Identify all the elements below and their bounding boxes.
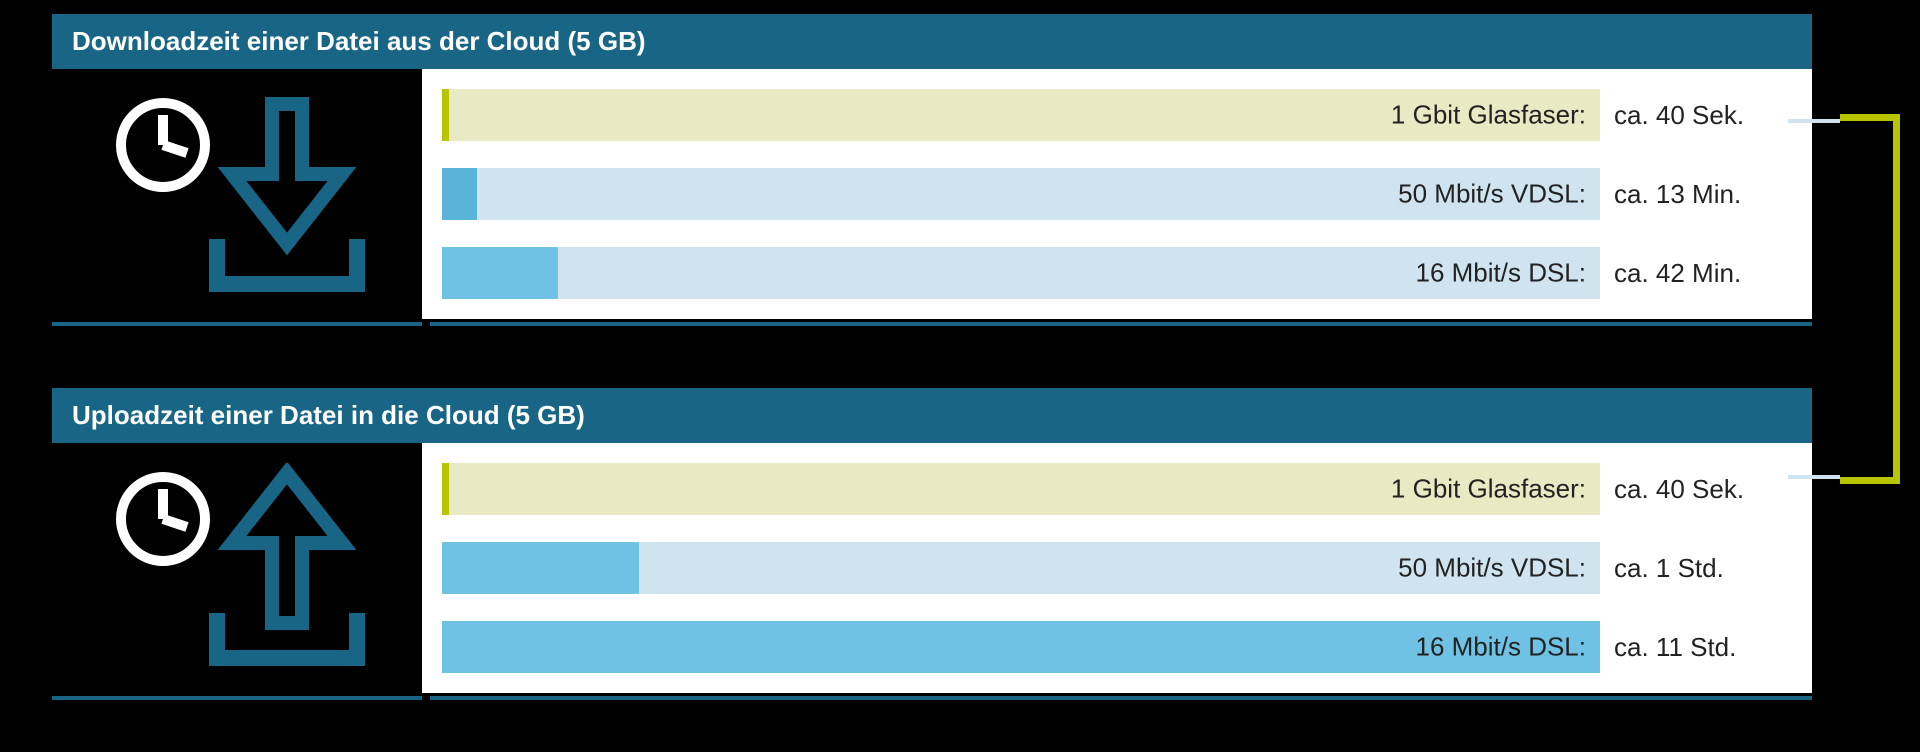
bar-row: 16 Mbit/s DSL: ca. 11 Std. — [442, 621, 1784, 673]
bar-track: 50 Mbit/s VDSL: — [442, 542, 1600, 594]
download-icon — [107, 89, 367, 299]
bar-value: ca. 13 Min. — [1614, 179, 1784, 210]
bar-fill — [442, 247, 558, 299]
bar-track: 16 Mbit/s DSL: — [442, 247, 1600, 299]
upload-icon-col — [52, 443, 422, 693]
bar-value: ca. 42 Min. — [1614, 258, 1784, 289]
download-icon-col — [52, 69, 422, 319]
divider-rule — [52, 322, 1812, 326]
bar-track: 50 Mbit/s VDSL: — [442, 168, 1600, 220]
bar-row: 1 Gbit Glasfaser: ca. 40 Sek. — [442, 89, 1784, 141]
bar-fill — [442, 89, 449, 141]
bar-fill — [442, 463, 449, 515]
bar-track: 1 Gbit Glasfaser: — [442, 463, 1600, 515]
download-title: Downloadzeit einer Datei aus der Cloud (… — [52, 14, 1812, 69]
bar-value: ca. 40 Sek. — [1614, 100, 1784, 131]
rule-seg — [52, 322, 422, 326]
glasfaser-bracket — [1840, 114, 1900, 484]
bar-label: 16 Mbit/s DSL: — [1415, 632, 1586, 663]
upload-icon — [107, 463, 367, 673]
rule-seg — [430, 696, 1812, 700]
bracket-lead-top — [1788, 119, 1840, 123]
upload-panel: Uploadzeit einer Datei in die Cloud (5 G… — [52, 388, 1812, 693]
bracket-lead-bottom — [1788, 475, 1840, 479]
bar-value: ca. 40 Sek. — [1614, 474, 1784, 505]
rule-seg — [52, 696, 422, 700]
upload-content: 1 Gbit Glasfaser: ca. 40 Sek. 50 Mbit/s … — [52, 443, 1812, 693]
download-content: 1 Gbit Glasfaser: ca. 40 Sek. 50 Mbit/s … — [52, 69, 1812, 319]
bar-row: 50 Mbit/s VDSL: ca. 13 Min. — [442, 168, 1784, 220]
bar-label: 1 Gbit Glasfaser: — [1391, 100, 1586, 131]
bar-label: 1 Gbit Glasfaser: — [1391, 474, 1586, 505]
bar-row: 1 Gbit Glasfaser: ca. 40 Sek. — [442, 463, 1784, 515]
divider-rule — [52, 696, 1812, 700]
bar-value: ca. 1 Std. — [1614, 553, 1784, 584]
bar-track: 1 Gbit Glasfaser: — [442, 89, 1600, 141]
rule-seg — [430, 322, 1812, 326]
upload-title: Uploadzeit einer Datei in die Cloud (5 G… — [52, 388, 1812, 443]
bar-label: 50 Mbit/s VDSL: — [1398, 179, 1586, 210]
bar-value: ca. 11 Std. — [1614, 632, 1784, 663]
bar-row: 50 Mbit/s VDSL: ca. 1 Std. — [442, 542, 1784, 594]
bar-fill — [442, 168, 477, 220]
upload-bars: 1 Gbit Glasfaser: ca. 40 Sek. 50 Mbit/s … — [422, 443, 1812, 693]
bar-row: 16 Mbit/s DSL: ca. 42 Min. — [442, 247, 1784, 299]
bar-track: 16 Mbit/s DSL: — [442, 621, 1600, 673]
bar-label: 16 Mbit/s DSL: — [1415, 258, 1586, 289]
bar-fill — [442, 542, 639, 594]
download-bars: 1 Gbit Glasfaser: ca. 40 Sek. 50 Mbit/s … — [422, 69, 1812, 319]
download-panel: Downloadzeit einer Datei aus der Cloud (… — [52, 14, 1812, 319]
bar-label: 50 Mbit/s VDSL: — [1398, 553, 1586, 584]
